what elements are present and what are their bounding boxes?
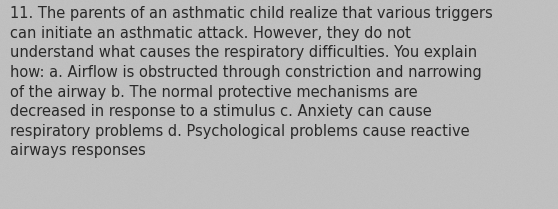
Text: 11. The parents of an asthmatic child realize that various triggers
can initiate: 11. The parents of an asthmatic child re… <box>10 6 493 158</box>
